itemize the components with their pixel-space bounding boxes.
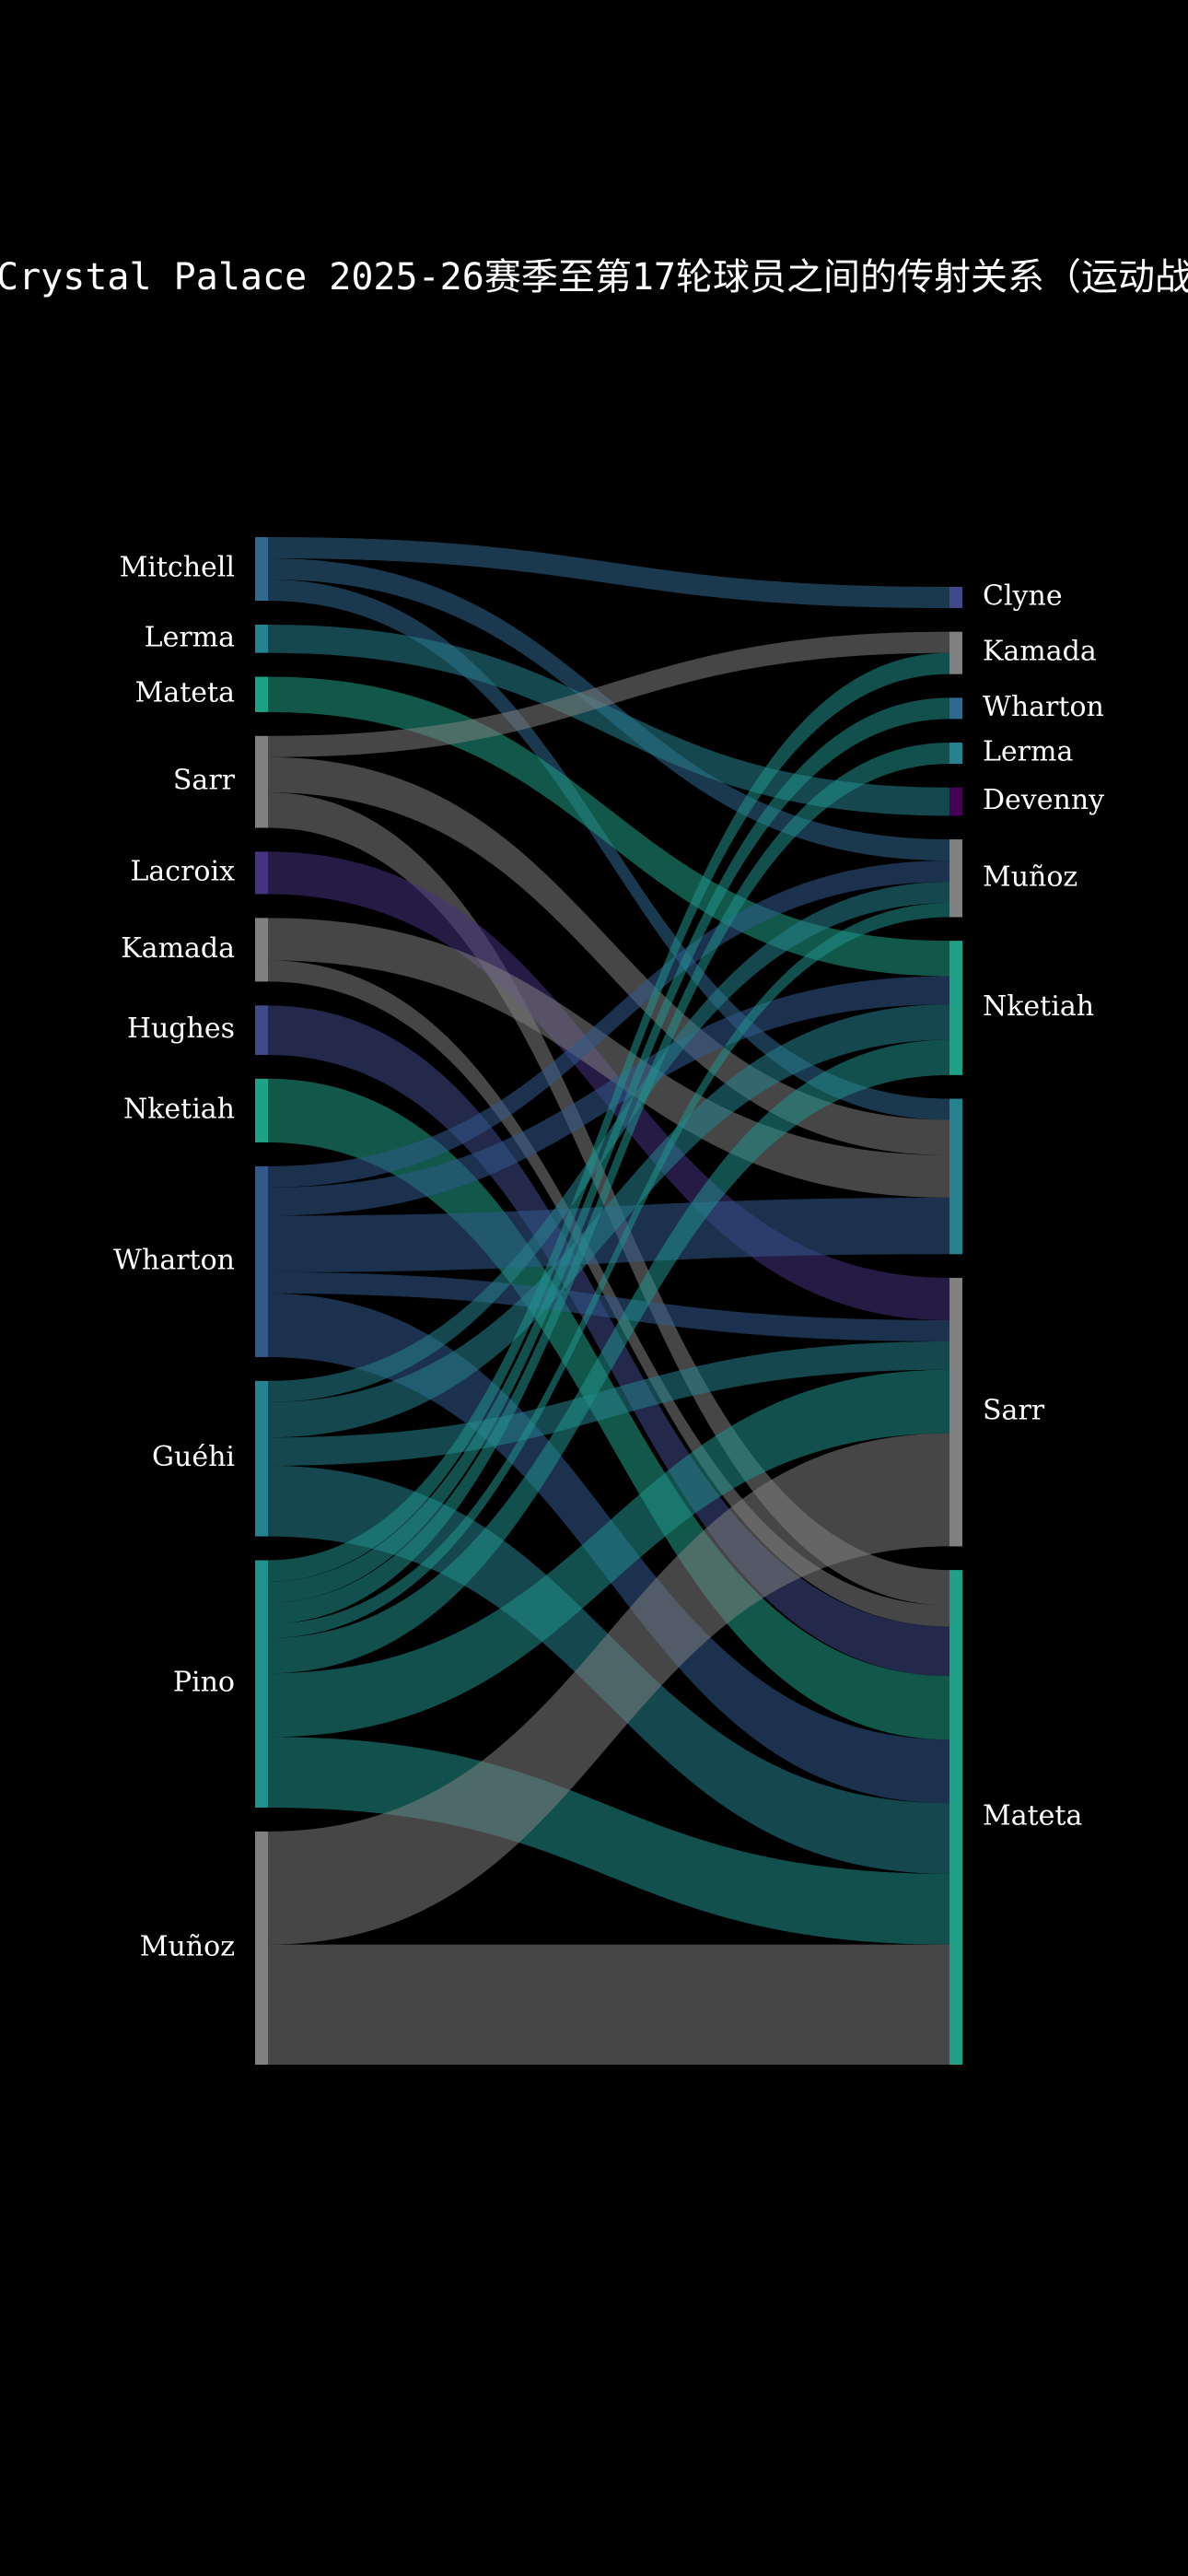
node [949, 697, 962, 720]
node-label: Kamada [983, 636, 1097, 668]
node [255, 1831, 268, 2065]
link [268, 792, 949, 1606]
node [949, 839, 962, 918]
node-label: Guéhi [152, 1441, 235, 1473]
node [255, 1165, 268, 1357]
link [268, 1369, 949, 1738]
node-label: Wharton [983, 691, 1104, 723]
link [268, 1944, 949, 2065]
node-label: Muñoz [983, 861, 1077, 893]
link [268, 903, 949, 1638]
node-label: Lerma [145, 621, 235, 653]
node [255, 851, 268, 895]
link [268, 624, 949, 816]
node [255, 1078, 268, 1142]
node-label: Pino [173, 1667, 235, 1699]
node [255, 918, 268, 982]
node [949, 587, 962, 609]
node [255, 1005, 268, 1056]
node-label: Mateta [135, 677, 235, 709]
link [268, 743, 949, 1624]
link [268, 861, 949, 1188]
node [949, 1098, 962, 1255]
links [268, 537, 949, 2065]
node-label: Lerma [983, 736, 1073, 768]
link [268, 976, 949, 1216]
chart-title: Crystal Palace 2025-26赛季至第17轮球员之间的传射关系（运… [0, 256, 1188, 299]
node-label: Wharton [113, 1244, 235, 1276]
link [268, 960, 949, 1627]
link [268, 580, 949, 1120]
link [268, 918, 949, 1198]
link [268, 1271, 949, 1341]
link [268, 676, 949, 977]
link [268, 1341, 949, 1466]
link [268, 537, 949, 609]
node-label: Devenny [983, 784, 1104, 816]
link [268, 697, 949, 1603]
node-label: Lacroix [130, 855, 235, 887]
node [949, 1570, 962, 2065]
node [255, 537, 268, 602]
node-label: Kamada [121, 932, 235, 965]
node-label: Mitchell [120, 552, 235, 584]
node-label: Muñoz [140, 1930, 235, 1962]
node-label: Hughes [127, 1013, 235, 1045]
node [949, 1277, 962, 1547]
node-label: Nketiah [123, 1093, 235, 1125]
node-label: Mateta [983, 1800, 1082, 1832]
node-label: Sarr [983, 1395, 1045, 1427]
node [949, 631, 962, 674]
link [268, 1433, 949, 1945]
node [255, 624, 268, 653]
node [255, 676, 268, 712]
node [949, 941, 962, 1075]
link [268, 1004, 949, 1438]
node [255, 1380, 268, 1537]
node [949, 787, 962, 816]
node [255, 1560, 268, 1808]
node-label: Nketiah [983, 990, 1094, 1023]
link [268, 652, 949, 1582]
link [268, 631, 949, 757]
link [268, 1737, 949, 1945]
node [255, 735, 268, 828]
node-label: Clyne [983, 580, 1063, 613]
link [268, 756, 949, 1155]
node [949, 743, 962, 765]
link [268, 1039, 949, 1674]
node-label: Sarr [173, 765, 236, 797]
